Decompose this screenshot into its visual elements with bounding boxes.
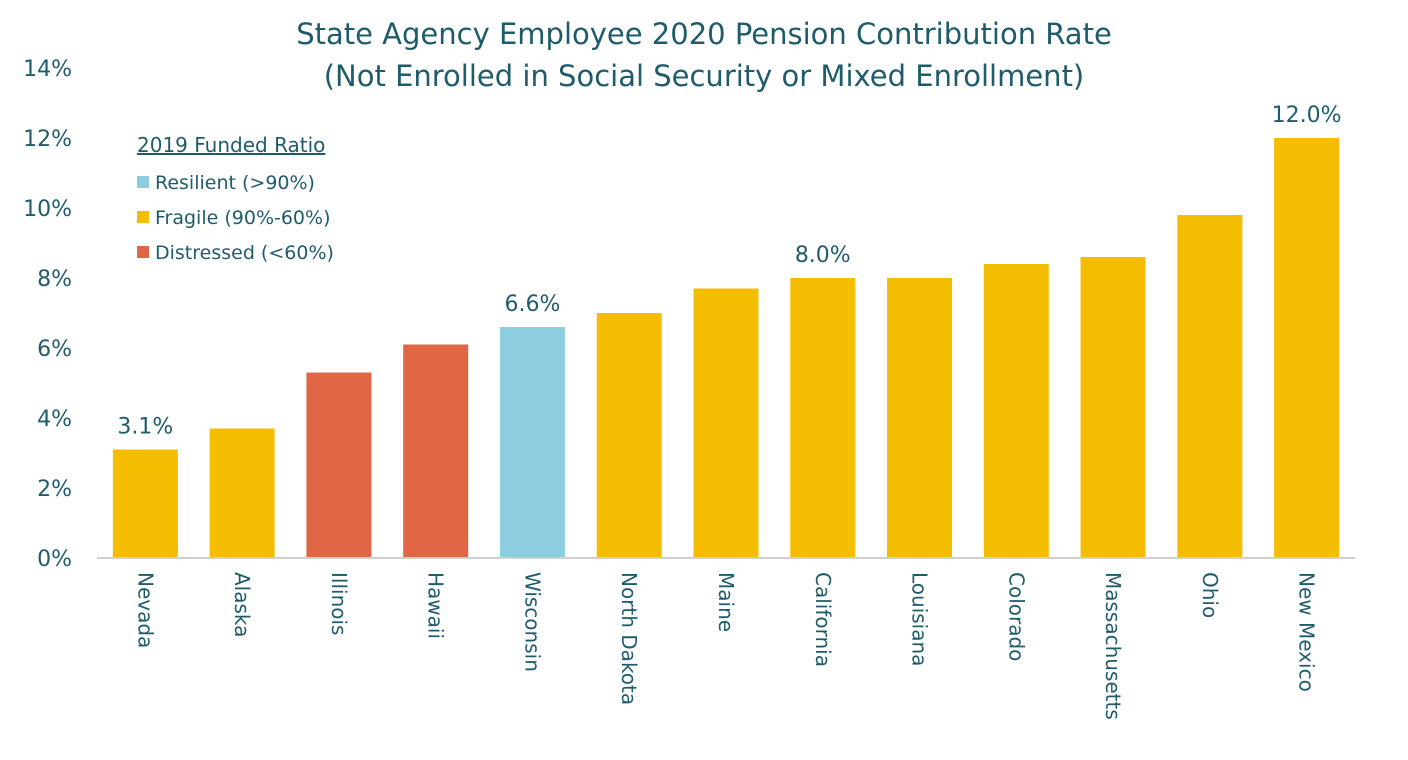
y-tick-label: 6% (37, 337, 72, 362)
y-tick-label: 8% (37, 267, 72, 292)
bar (596, 313, 662, 558)
x-tick-label: Colorado (1004, 572, 1028, 661)
legend: 2019 Funded Ratio Resilient (>90%) Fragil… (137, 133, 334, 264)
legend-swatch (137, 176, 149, 188)
x-tick-label: Massachusetts (1101, 572, 1125, 720)
data-labels-group: 3.1% 6.6% 8.0% 12.0% (117, 103, 1341, 440)
bars-group (112, 138, 1340, 558)
y-tick-label: 14% (23, 57, 72, 82)
y-tick-label: 0% (37, 547, 72, 572)
bar (887, 278, 953, 558)
x-tick-label: Ohio (1198, 572, 1222, 618)
legend-swatch (137, 246, 149, 258)
x-tick-label: Illinois (327, 572, 351, 635)
x-tick-label: Nevada (133, 572, 157, 648)
data-label: 6.6% (505, 292, 561, 317)
bar (693, 288, 759, 558)
bar (306, 372, 372, 558)
y-tick-label: 4% (37, 407, 72, 432)
bar (499, 327, 565, 558)
bar (209, 428, 275, 558)
legend-label: Fragile (90%-60%) (155, 207, 331, 229)
x-tick-label: New Mexico (1295, 572, 1319, 692)
legend-entries: Resilient (>90%) Fragile (90%-60%) Distres… (137, 172, 334, 264)
x-tick-label: Alaska (230, 572, 254, 637)
x-tick-label: California (811, 572, 835, 667)
bar (983, 264, 1049, 558)
y-axis: 0% 2% 4% 6% 8% 10% 12% 14% (23, 57, 72, 572)
y-tick-label: 2% (37, 477, 72, 502)
x-tick-label: North Dakota (617, 572, 641, 705)
x-tick-label: Maine (714, 572, 738, 632)
x-tick-label: Louisiana (908, 572, 932, 666)
data-label: 12.0% (1272, 103, 1342, 128)
legend-swatch (137, 211, 149, 223)
bar (1177, 215, 1243, 558)
bar (1274, 138, 1340, 558)
legend-title: 2019 Funded Ratio (137, 133, 325, 157)
x-tick-label: Hawaii (424, 572, 448, 639)
bar (112, 449, 178, 558)
legend-label: Distressed (<60%) (155, 242, 334, 264)
chart-subtitle: (Not Enrolled in Social Security or Mixe… (324, 59, 1085, 93)
data-label: 3.1% (117, 415, 173, 440)
x-tick-label: Wisconsin (520, 572, 544, 672)
bar (1080, 257, 1146, 558)
x-axis: Nevada Alaska Illinois Hawaii Wisconsin North… (97, 557, 1355, 720)
y-tick-label: 12% (23, 127, 72, 152)
legend-label: Resilient (>90%) (155, 172, 315, 194)
bar (403, 344, 469, 558)
data-label: 8.0% (795, 243, 851, 268)
y-tick-label: 10% (23, 197, 72, 222)
bar (790, 278, 856, 558)
chart-title: State Agency Employee 2020 Pension Contr… (296, 17, 1112, 51)
